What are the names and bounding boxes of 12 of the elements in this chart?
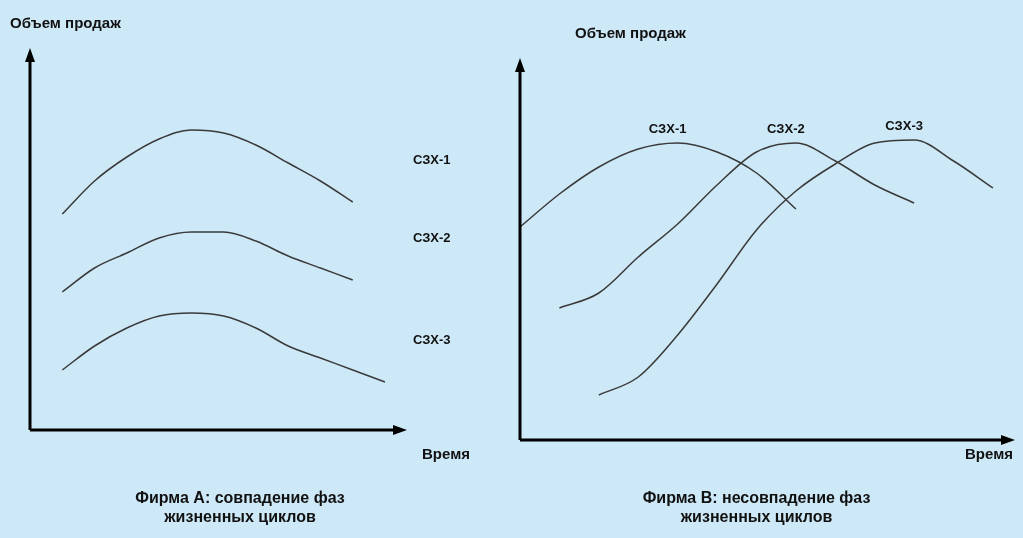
- series-label: СЗХ-2: [767, 121, 805, 136]
- text: Фирма В: несовпадение фаз жизненных циклов: [641, 488, 872, 526]
- text: Фирма А: совпадение фаз жизненных циклов: [134, 488, 346, 526]
- x-axis-title: Время: [422, 445, 470, 462]
- series-label: СЗХ-3: [885, 118, 923, 133]
- text: СЗХ-3: [413, 332, 451, 347]
- x-axis-title: Время: [965, 445, 1013, 462]
- text: СЗХ-1: [413, 152, 451, 167]
- text: СЗХ-2: [413, 230, 451, 245]
- y-axis-title: Объем продаж: [10, 14, 121, 31]
- series-label: СЗХ-1: [648, 121, 687, 136]
- y-axis-title: Объем продаж: [575, 24, 686, 41]
